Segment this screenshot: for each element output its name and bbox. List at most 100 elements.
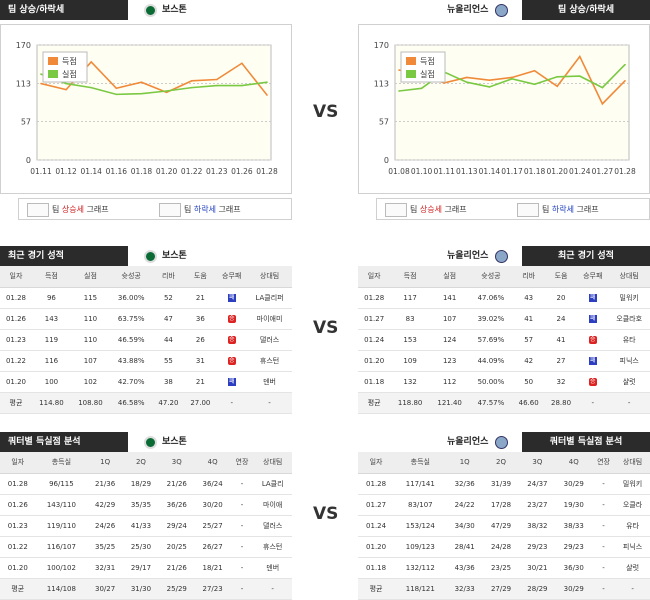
legend-label: 실점	[62, 69, 77, 79]
table-cell: 휴스턴	[247, 350, 292, 372]
table-cell: 승	[577, 329, 609, 351]
data-point	[488, 79, 491, 81]
column-header: 득점	[31, 266, 71, 288]
x-tick-label: 01.11	[433, 167, 455, 176]
column-header: 1Q	[87, 452, 124, 474]
x-tick-label: 01.18	[524, 167, 546, 176]
column-header: 실점	[429, 266, 470, 288]
table-cell: 오클라호	[608, 308, 650, 330]
table-cell: 46.58%	[109, 392, 153, 414]
table-cell: 20/25	[158, 536, 195, 558]
legend-down-word-r: 하락세	[551, 205, 574, 214]
win-badge: 승	[227, 315, 236, 323]
average-row: 평균 114.80 108.80 46.58% 47.20 27.00- -	[0, 392, 292, 414]
right-team-name: 뉴올리언스	[447, 5, 489, 15]
table-cell: 30/27	[87, 578, 124, 600]
recent-title-right: 최근 경기 성적	[558, 251, 614, 261]
table-row: 01.20 100 102 42.70% 38 21 패 덴버	[0, 371, 292, 393]
data-point	[190, 86, 193, 89]
column-header: 4Q	[194, 452, 231, 474]
x-tick-label: 01.13	[456, 167, 478, 176]
table-header-row: 일자 득점 실점 슛성공 리바 도움 승무패 상대팀	[358, 266, 650, 288]
table-cell: 29/17	[123, 557, 159, 579]
average-row: 평균 118/121 32/33 27/29 28/29 30/29- -	[358, 578, 650, 600]
table-cell: 47.57%	[469, 392, 513, 414]
column-header: 연장	[591, 452, 616, 474]
data-point	[140, 92, 143, 95]
table-header-row: 일자 득점 실점 슛성공 리바 도움 승무패 상대팀	[0, 266, 292, 288]
table-cell: 110	[70, 329, 110, 351]
table-cell: 109	[390, 350, 430, 372]
right-trend-chart: 0 57 113 170 01.08 01.10 01.11 01.13 01.14 01.17 0…	[358, 24, 650, 194]
table-cell: 밀워키	[608, 287, 650, 309]
table-cell: 44.09%	[469, 350, 513, 372]
data-point	[511, 78, 513, 80]
table-cell: 댈러스	[253, 515, 292, 537]
y-tick-label: 113	[16, 80, 31, 89]
x-tick-label: 01.14	[479, 167, 501, 176]
table-cell: 112	[429, 371, 470, 393]
table-cell: 샬럿	[608, 371, 650, 393]
table-cell: 17/28	[482, 494, 520, 516]
table-row: 01.24 153 124 57.69% 57 41 승 유타	[358, 329, 650, 351]
table-cell: 피닉스	[615, 536, 650, 558]
table-cell: 47/29	[482, 515, 520, 537]
recent-title-left: 최근 경기 성적	[8, 251, 64, 261]
table-cell: 50.00%	[469, 371, 513, 393]
table-cell: 휴스턴	[253, 536, 292, 558]
table-cell: 01.28	[358, 287, 391, 309]
table-cell: 01.20	[358, 350, 391, 372]
table-cell: 21/36	[87, 473, 124, 495]
table-row: 01.23 119 110 46.59% 44 26 승 댈러스	[0, 329, 292, 351]
table-cell: -	[230, 536, 254, 558]
table-row: 01.28 117/141 32/36 31/39 24/37 30/29- 밀워키	[358, 473, 650, 495]
table-cell: 39.02%	[469, 308, 513, 330]
table-cell: 샬럿	[615, 557, 650, 579]
table-cell: 평균	[358, 578, 395, 600]
table-cell: -	[230, 494, 254, 516]
legend-up-r: 팀 상승세 그래프	[385, 202, 467, 218]
win-badge: 승	[227, 336, 236, 344]
data-point	[488, 86, 491, 88]
table-cell: 승	[577, 371, 609, 393]
table-row: 01.28 96 115 36.00% 52 21 패 LA클리퍼	[0, 287, 292, 309]
table-cell: 24/26	[87, 515, 124, 537]
legend-down-word: 하락세	[193, 205, 216, 214]
loss-badge: 패	[227, 378, 236, 386]
table-cell: 19/30	[555, 494, 592, 516]
table-cell: 승	[216, 329, 248, 351]
data-point	[579, 75, 581, 77]
pelicans-logo-icon	[495, 436, 508, 449]
table-cell: 117	[390, 287, 430, 309]
average-row: 평균 114/108 30/27 31/30 25/29 27/23- -	[0, 578, 292, 600]
table-cell: 승	[216, 308, 248, 330]
trend-header-right-label: 팀 상승/하락세	[557, 5, 615, 15]
table-cell: 35/25	[87, 536, 124, 558]
data-point	[556, 75, 558, 78]
up-graph-icon	[27, 202, 49, 217]
column-header: 연장	[230, 452, 254, 474]
table-cell: -	[230, 473, 254, 495]
table-cell: 28/41	[446, 536, 483, 558]
table-cell: 63.75%	[109, 308, 153, 330]
table-cell: 01.26	[0, 494, 36, 516]
left-team-name: 보스톤	[162, 5, 187, 15]
data-point	[624, 80, 626, 82]
table-cell: 패	[577, 287, 609, 309]
table-cell: 32	[544, 371, 578, 393]
data-point	[165, 90, 168, 92]
x-tick-label: 01.18	[131, 167, 153, 176]
table-cell: 댈러스	[247, 329, 292, 351]
table-cell: -	[230, 515, 254, 537]
table-cell: 01.23	[0, 329, 32, 351]
legend-up-pre-r: 팀	[410, 205, 420, 214]
table-cell: 38/32	[519, 515, 556, 537]
table-cell: 27.00	[184, 392, 217, 414]
table-cell: -	[253, 578, 292, 600]
table-row: 01.26 143/110 42/29 35/35 36/26 30/20- 마이애	[0, 494, 292, 516]
table-cell: 119/110	[35, 515, 88, 537]
table-cell: 18/21	[194, 557, 231, 579]
table-cell: 41	[512, 308, 545, 330]
data-point	[420, 87, 423, 90]
legend-down-post-r: 그래프	[574, 205, 599, 214]
